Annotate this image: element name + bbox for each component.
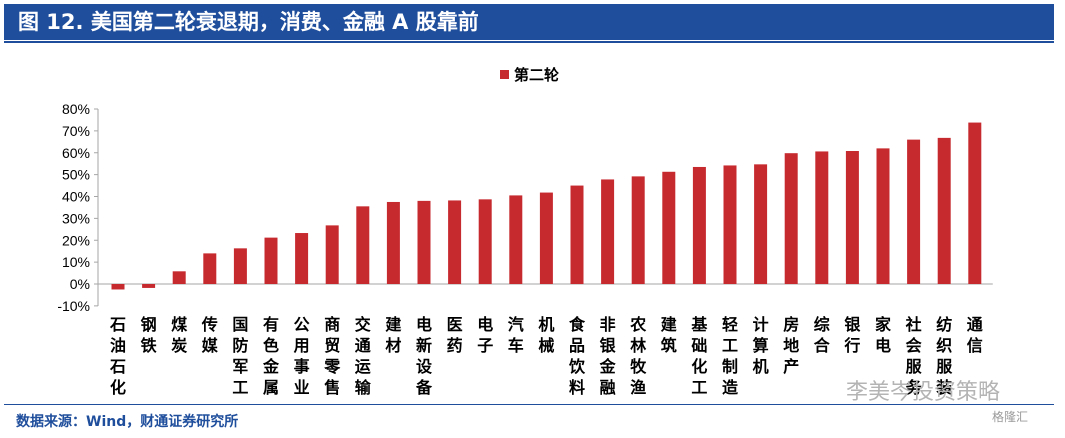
bar: [662, 171, 676, 284]
bar: [386, 201, 400, 284]
bar: [876, 148, 890, 284]
x-tick-label: 房地产: [783, 315, 799, 376]
bar: [845, 151, 859, 284]
y-tick-label: 20%: [62, 232, 90, 248]
x-tick-label: 交通运输: [355, 315, 372, 397]
x-tick-label: 传媒: [201, 315, 219, 355]
y-tick-label: 0%: [70, 276, 90, 292]
x-tick-label: 石油石化: [109, 315, 126, 397]
watermark-badge: 格隆汇: [992, 410, 1029, 424]
y-tick-label: 60%: [62, 145, 90, 161]
x-tick-label: 汽车: [508, 315, 524, 355]
bars: [111, 122, 982, 290]
bar: [233, 248, 247, 284]
x-tick-label: 建筑: [661, 315, 677, 355]
x-tick-label: 公用事业: [294, 315, 310, 397]
x-tick-label: 非银金融: [599, 315, 617, 397]
bar: [172, 271, 186, 284]
bar: [478, 199, 492, 284]
figure-title-bar: 图 12. 美国第二轮衰退期，消费、金融 A 股靠前: [4, 4, 1054, 40]
x-tick-label: 家电: [875, 315, 892, 355]
x-tick-label: 纺织服装: [935, 315, 953, 397]
legend-label: 第二轮: [514, 66, 559, 84]
bar: [142, 284, 156, 288]
y-tick-label: 30%: [62, 210, 90, 226]
x-tick-label: 建材: [385, 315, 401, 355]
legend: 第二轮: [500, 66, 559, 84]
x-tick-label: 轻工制造: [722, 315, 739, 397]
bar-chart: 第二轮 80% 70% 60% 50% 40% 30% 20% 10% 0% -10% 石油石化钢…: [57, 66, 993, 397]
bar: [539, 192, 553, 284]
y-tick-label: 40%: [62, 189, 90, 205]
y-tick-label: 10%: [62, 254, 90, 270]
x-tick-label: 钢铁: [141, 315, 157, 355]
x-tick-label: 有色金属: [262, 315, 280, 397]
bar: [203, 253, 217, 284]
bar: [968, 122, 982, 284]
bar: [448, 200, 462, 284]
x-tick-label: 银行: [843, 315, 861, 355]
bar: [295, 233, 309, 284]
x-tick-label: 煤炭: [171, 315, 187, 355]
y-tick-label: -10%: [57, 298, 90, 314]
title-rule: [4, 41, 1054, 43]
source-rule: [4, 404, 1054, 405]
y-tick-label: 80%: [62, 101, 90, 117]
bar: [723, 165, 737, 284]
bar: [570, 185, 584, 284]
bar: [509, 195, 523, 284]
x-tick-label: 综合: [814, 315, 831, 355]
bar: [692, 166, 706, 284]
bar: [356, 206, 370, 284]
bar: [111, 284, 125, 290]
x-tick-label: 医药: [447, 315, 463, 355]
x-tick-label: 农林牧渔: [629, 315, 647, 397]
bar: [754, 164, 768, 284]
y-axis: 80% 70% 60% 50% 40% 30% 20% 10% 0% -10%: [57, 101, 993, 314]
bar: [325, 225, 339, 284]
x-tick-label: 电新设备: [415, 315, 433, 397]
x-tick-label: 计算机: [753, 315, 769, 376]
x-tick-label: 通信: [967, 315, 983, 355]
bar: [937, 137, 951, 284]
bar: [784, 153, 798, 284]
x-axis-labels: 石油石化钢铁煤炭传媒国防军工有色金属公用事业商贸零售交通运输建材电新设备医药电子…: [109, 315, 983, 397]
x-tick-label: 食品饮料: [568, 315, 586, 397]
watermark-text: 李美岑投资策略: [846, 380, 1001, 405]
x-tick-label: 机械: [538, 315, 554, 355]
x-tick-label: 商贸零售: [323, 315, 341, 397]
x-tick-label: 电子: [477, 315, 493, 355]
y-tick-label: 70%: [62, 123, 90, 139]
bar: [601, 179, 615, 284]
x-tick-label: 社会服务: [905, 315, 923, 397]
bar: [815, 151, 829, 284]
figure-title: 图 12. 美国第二轮衰退期，消费、金融 A 股靠前: [18, 10, 479, 34]
x-tick-label: 基础化工: [690, 315, 708, 397]
bar: [907, 139, 921, 284]
bar: [264, 237, 278, 284]
source-note: 数据来源：Wind，财通证券研究所: [16, 414, 239, 430]
bar: [631, 176, 645, 284]
legend-swatch: [500, 70, 509, 79]
x-tick-label: 国防军工: [232, 315, 248, 397]
bar: [417, 200, 431, 284]
y-tick-label: 50%: [62, 167, 90, 183]
